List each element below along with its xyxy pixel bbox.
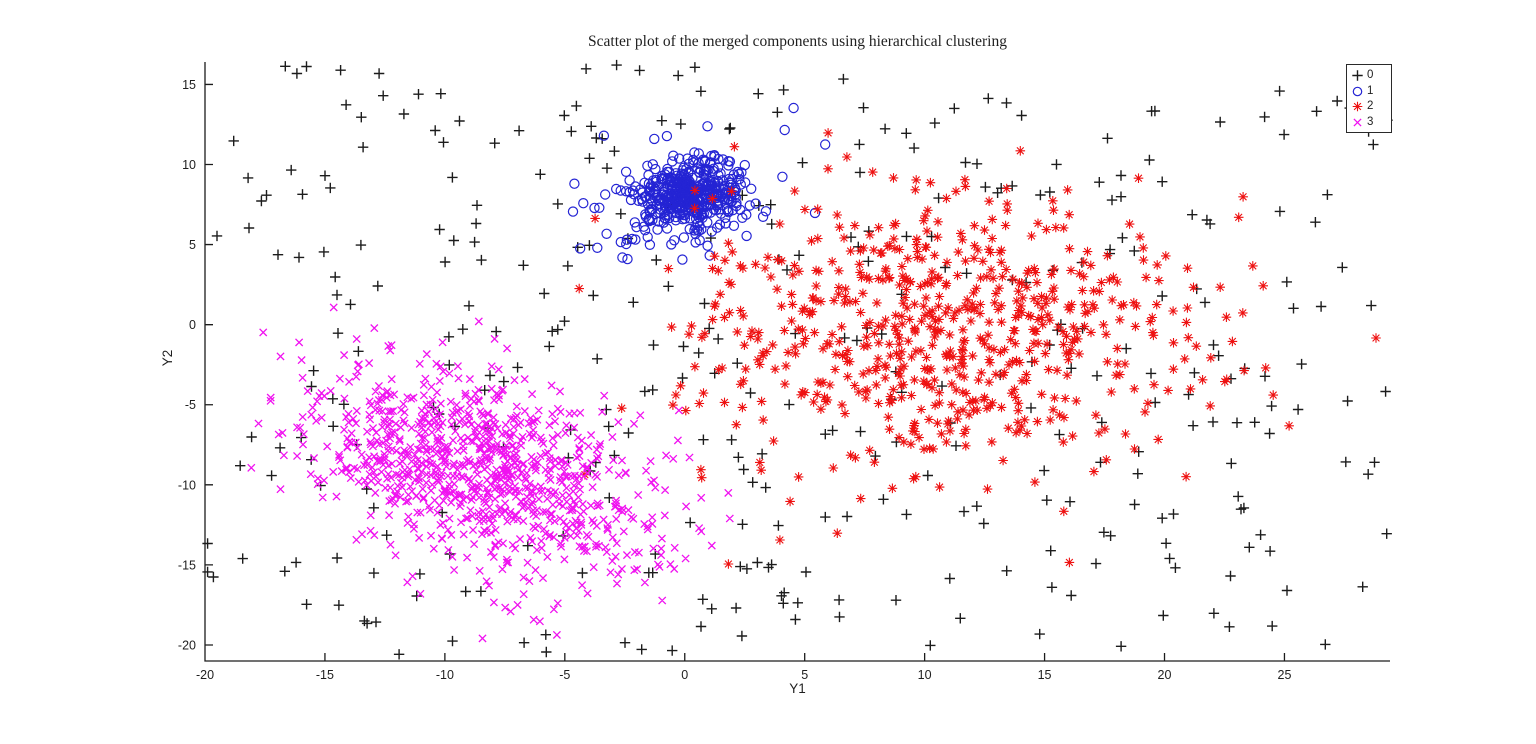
legend-item-0: 0 [1351,68,1387,84]
x-tick-label: -5 [559,668,570,682]
y-tick-label: 5 [189,238,196,252]
legend-item-1: 1 [1351,84,1387,100]
y-axis-label: Y2 [160,349,175,367]
x-tick-label: -10 [436,668,454,682]
y-tick-label: 10 [182,158,196,172]
x-tick-label: 10 [918,668,932,682]
y-tick-label: -5 [185,398,196,412]
cluster-2-points [574,128,1381,569]
legend-item-2: 2 [1351,99,1387,115]
y-tick-label: -15 [178,558,196,572]
x-axis-label: Y1 [789,681,806,696]
plus-icon [1352,70,1363,81]
x-tick-label: 0 [681,668,688,682]
asterisk-icon [1352,101,1363,112]
y-tick-label: -20 [178,638,196,652]
legend-label: 1 [1367,84,1374,97]
legend-item-3: 3 [1351,115,1387,131]
circle-icon [1352,86,1363,97]
x-tick-label: 20 [1158,668,1172,682]
x-tick-label: 15 [1038,668,1052,682]
y-tick-label: -10 [178,478,196,492]
x-tick-label: -20 [196,668,214,682]
legend: 0 1 2 3 [1346,64,1392,133]
legend-label: 0 [1367,69,1374,82]
legend-label: 2 [1367,100,1374,113]
x-tick-label: 25 [1278,668,1292,682]
y-tick-label: 15 [182,78,196,92]
x-tick-label: 5 [801,668,808,682]
legend-label: 3 [1367,115,1374,128]
axes [204,62,1390,662]
cluster-0-points [202,59,1393,660]
cluster-3-points [247,303,734,643]
plot-title: Scatter plot of the merged components us… [588,33,1007,50]
x-tick-label: -15 [316,668,334,682]
y-tick-label: 0 [189,318,196,332]
cluster-1-points [567,102,831,265]
cross-icon [1353,118,1362,127]
